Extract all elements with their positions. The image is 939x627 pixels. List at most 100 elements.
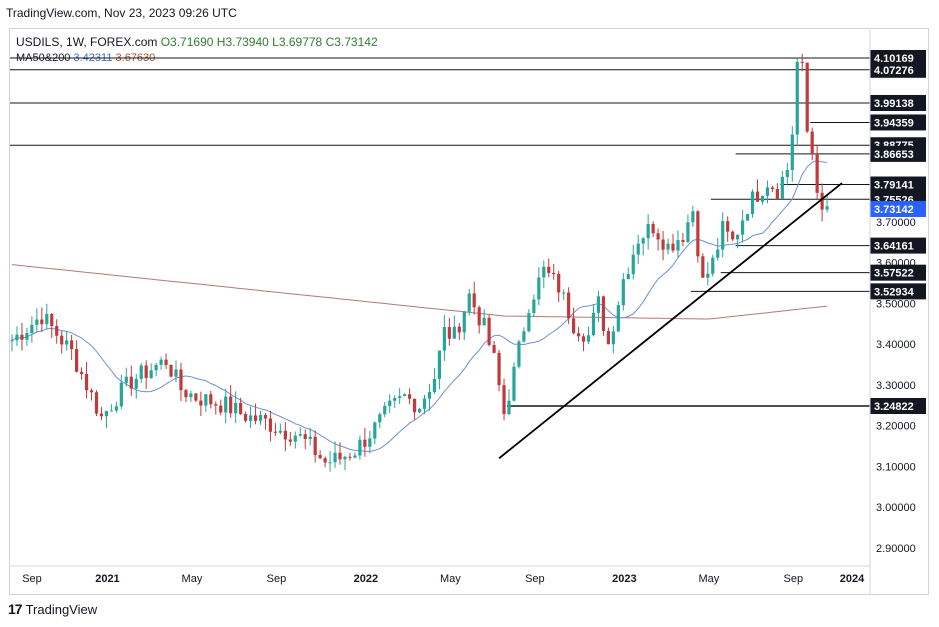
candle-body [482, 317, 486, 326]
candle-body [676, 240, 680, 251]
candle-body [288, 439, 292, 442]
candle-body [736, 234, 740, 240]
candle-body [487, 317, 491, 346]
candle-body [661, 239, 665, 250]
price-level-label: 3.24822 [874, 401, 914, 413]
candle-body [50, 313, 54, 326]
candle-body [557, 274, 561, 293]
candle-body [179, 369, 183, 391]
price-tick-label: 3.10000 [876, 461, 916, 473]
price-tick-label: 3.50000 [876, 298, 916, 310]
candle-body [214, 404, 218, 406]
candle-body [467, 293, 471, 312]
candle-body [457, 326, 461, 333]
candle-body [184, 390, 188, 398]
candle-body [373, 422, 377, 439]
candle-body [189, 393, 193, 398]
candle-body [323, 458, 327, 463]
legend-symbol[interactable]: USDILS, 1W, FOREX.com [16, 35, 158, 49]
candle-body [572, 318, 576, 334]
candle-body [522, 331, 526, 342]
candle-body [154, 364, 158, 371]
candle-body [234, 402, 238, 414]
candle-body [502, 385, 506, 415]
price-level-box [870, 114, 926, 131]
candle-body [686, 222, 690, 242]
candle-body [169, 364, 173, 377]
candle-body [199, 400, 203, 406]
candle-body [527, 313, 531, 332]
candle-body [765, 187, 770, 196]
candle-body [417, 408, 422, 413]
candle-body [194, 393, 198, 401]
candle-body [750, 191, 755, 215]
support-trendline [498, 182, 843, 459]
candle-body [149, 370, 153, 378]
time-tick-label: 2022 [354, 573, 378, 585]
candle-body [348, 456, 352, 458]
candle-body [94, 392, 99, 414]
tradingview-logo-icon: 17 [8, 601, 23, 617]
candle-body [427, 392, 432, 399]
price-level-label: 3.86653 [874, 149, 914, 161]
candle-body [303, 434, 307, 439]
candle-body [114, 406, 118, 411]
price-level-box [870, 176, 926, 193]
candle-body [35, 319, 39, 325]
candle-body [626, 274, 630, 280]
candle-body [780, 176, 784, 199]
candle-body [581, 336, 586, 342]
footer-brand: 17 TradingView [8, 601, 97, 617]
candle-body [666, 243, 670, 250]
candle-body [825, 206, 829, 210]
price-level-box [870, 61, 926, 78]
price-tick-label: 3.70000 [876, 217, 916, 229]
candle-body [656, 233, 660, 240]
time-tick-label: 2021 [95, 573, 119, 585]
candle-body [795, 61, 799, 135]
candle-body [219, 405, 223, 413]
candle-body [89, 390, 94, 393]
candle-body [343, 456, 347, 460]
candle-body [760, 195, 765, 202]
candle-body [25, 333, 29, 340]
candle-body [646, 224, 650, 239]
price-level-label: 3.64161 [874, 241, 914, 253]
candle-body [278, 430, 282, 433]
candle-body [239, 402, 243, 415]
candle-body [368, 438, 372, 447]
candle-body [805, 62, 809, 132]
price-level-label: 3.52934 [874, 286, 915, 298]
candle-body [45, 313, 49, 325]
candle-body [596, 296, 601, 313]
price-tick-label: 3.30000 [876, 380, 916, 392]
candle-body [378, 414, 382, 423]
price-tick-label: 3.40000 [876, 339, 916, 351]
candle-body [621, 279, 625, 306]
candle-body [716, 249, 720, 258]
candle-body [318, 455, 322, 459]
candle-body [681, 240, 685, 242]
candle-body [99, 413, 104, 417]
candle-body [144, 365, 148, 378]
candle-body [517, 341, 521, 367]
candle-body [701, 256, 705, 278]
price-level-box [870, 283, 926, 300]
candle-body [726, 221, 730, 232]
candle-body [229, 396, 233, 414]
candle-body [258, 414, 263, 421]
time-tick-label: May [182, 573, 203, 585]
chart-frame [9, 28, 929, 595]
price-level-label: 3.73142 [874, 204, 914, 216]
candle-body [790, 134, 794, 171]
time-tick-label: May [440, 573, 461, 585]
time-tick-label: May [698, 573, 719, 585]
candle-body [109, 410, 113, 412]
candle-body [437, 350, 442, 379]
candle-body [447, 327, 451, 339]
candle-body [253, 415, 258, 421]
candle-body [601, 296, 606, 331]
candle-body [283, 430, 287, 440]
candle-body [542, 266, 546, 278]
